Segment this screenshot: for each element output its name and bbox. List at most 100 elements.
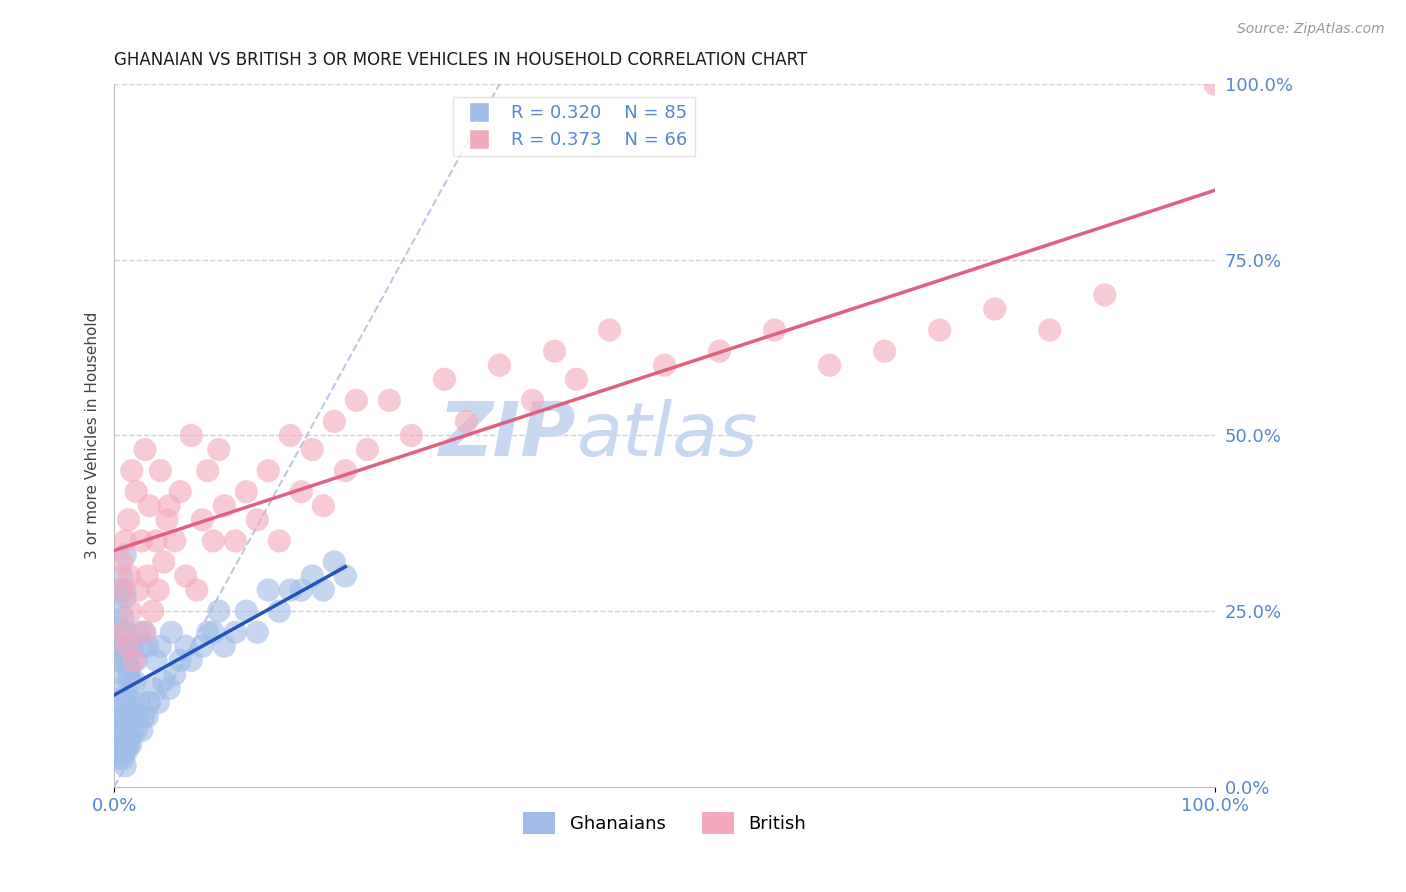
Point [312,499,335,513]
Point [105,745,128,759]
Point [335,569,357,583]
Point [301,442,323,457]
Point [110,681,132,696]
Point [212,640,235,654]
Point [180,428,202,442]
Point [208,442,231,457]
Point [138,499,160,513]
Point [117,653,139,667]
Point [128,696,150,710]
Point [148,696,170,710]
Point [136,569,159,583]
Point [157,499,180,513]
Point [191,513,214,527]
Point [114,758,136,772]
Text: GHANAIAN VS BRITISH 3 OR MORE VEHICLES IN HOUSEHOLD CORRELATION CHART: GHANAIAN VS BRITISH 3 OR MORE VEHICLES I… [114,51,807,69]
Point [202,533,225,548]
Point [278,583,301,598]
Point [120,604,142,618]
Point [197,625,219,640]
Point [111,667,134,681]
Point [108,583,131,598]
Point [115,745,138,759]
Point [117,513,139,527]
Point [1204,77,1226,91]
Point [290,484,312,499]
Point [136,709,159,723]
Point [117,738,139,752]
Point [152,674,174,689]
Point [235,604,257,618]
Point [163,667,186,681]
Point [344,393,367,408]
Text: ZIP: ZIP [439,399,576,472]
Point [132,625,155,640]
Point [136,640,159,654]
Point [278,428,301,442]
Point [108,696,131,710]
Point [257,464,280,478]
Point [149,640,172,654]
Point [117,731,139,745]
Point [169,653,191,667]
Point [212,499,235,513]
Point [111,723,134,738]
Point [433,372,456,386]
Point [114,640,136,654]
Point [488,358,510,372]
Point [873,344,896,359]
Point [180,653,202,667]
Point [1094,288,1116,302]
Point [191,640,214,654]
Point [111,653,134,667]
Point [709,344,731,359]
Point [763,323,786,337]
Point [142,681,165,696]
Point [818,358,841,372]
Point [269,533,291,548]
Point [224,625,246,640]
Point [138,696,160,710]
Point [118,731,141,745]
Point [157,681,180,696]
Point [127,709,149,723]
Point [115,696,138,710]
Point [598,323,620,337]
Point [111,569,134,583]
Point [163,533,186,548]
Point [121,640,143,654]
Point [117,640,139,654]
Point [114,689,136,703]
Point [110,604,132,618]
Point [197,464,219,478]
Point [120,674,142,689]
Point [127,625,149,640]
Point [323,414,346,428]
Point [456,414,478,428]
Point [114,533,136,548]
Point [111,752,134,766]
Point [174,640,197,654]
Point [108,583,131,598]
Point [110,738,132,752]
Point [118,569,141,583]
Point [269,604,291,618]
Point [543,344,565,359]
Point [134,625,156,640]
Point [356,442,378,457]
Point [145,653,167,667]
Point [131,533,153,548]
Point [107,653,129,667]
Point [565,372,588,386]
Point [160,625,183,640]
Point [111,625,134,640]
Point [125,653,148,667]
Point [142,604,165,618]
Point [112,709,135,723]
Point [323,555,346,569]
Point [312,583,335,598]
Point [156,513,179,527]
Point [107,625,129,640]
Point [124,674,146,689]
Point [983,301,1005,316]
